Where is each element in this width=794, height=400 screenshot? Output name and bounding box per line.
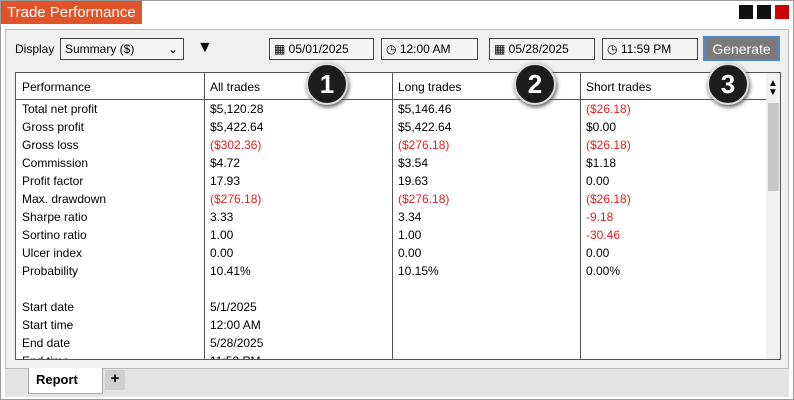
minimize-button[interactable] bbox=[739, 5, 753, 19]
scrollbar[interactable] bbox=[766, 73, 780, 359]
end-date-picker[interactable]: ▦ 05/28/2025 bbox=[489, 38, 595, 60]
metric-label: Total net profit bbox=[22, 102, 98, 116]
end-date: 05/28/2025 bbox=[508, 42, 569, 56]
metric-label: Ulcer index bbox=[22, 246, 83, 260]
value-cell: 3.33 bbox=[210, 210, 234, 224]
start-date-picker[interactable]: ▦ 05/01/2025 bbox=[269, 38, 374, 60]
column-header: Long trades bbox=[398, 80, 462, 94]
tab-bar bbox=[5, 369, 789, 397]
metric-label: Probability bbox=[22, 264, 79, 278]
end-time: 11:59 PM bbox=[620, 42, 672, 56]
metric-label: Commission bbox=[22, 156, 89, 170]
maximize-button[interactable] bbox=[757, 5, 771, 19]
value-cell: $4.72 bbox=[210, 156, 241, 170]
value-cell: $1.18 bbox=[586, 156, 617, 170]
value-cell: $5,146.46 bbox=[398, 102, 452, 116]
value-cell: 0.00 bbox=[210, 246, 234, 260]
value-cell: 0.00 bbox=[586, 246, 610, 260]
value-cell: 1.00 bbox=[210, 228, 234, 242]
column-header: Short trades bbox=[586, 80, 652, 94]
column-header: Performance bbox=[22, 80, 91, 94]
value-cell: $5,120.28 bbox=[210, 102, 264, 116]
value-cell: 0.00 bbox=[586, 174, 610, 188]
value-cell: 19.63 bbox=[398, 174, 429, 188]
value-cell: ($26.18) bbox=[586, 192, 631, 206]
value-cell: ($26.18) bbox=[586, 138, 631, 152]
value-cell: 1.00 bbox=[398, 228, 422, 242]
scroll-thumb[interactable] bbox=[768, 103, 779, 191]
window-title: Trade Performance bbox=[1, 1, 142, 24]
generate-button[interactable]: Generate bbox=[703, 36, 780, 61]
value-cell: 0.00% bbox=[586, 264, 621, 278]
value-cell: ($276.18) bbox=[398, 138, 450, 152]
value-cell: 10.41% bbox=[210, 264, 251, 278]
value-cell: ($276.18) bbox=[398, 192, 450, 206]
value-cell: 3.34 bbox=[398, 210, 422, 224]
metric-label: Gross profit bbox=[22, 120, 85, 134]
column-divider bbox=[392, 73, 393, 359]
value-cell: $5,422.64 bbox=[210, 120, 264, 134]
metric-label: Max. drawdown bbox=[22, 192, 107, 206]
start-time-picker[interactable]: ◷ 12:00 AM bbox=[381, 38, 478, 60]
value-cell: $5,422.64 bbox=[398, 120, 452, 134]
value-cell: 17.93 bbox=[210, 174, 241, 188]
close-button[interactable] bbox=[775, 5, 789, 19]
display-label: Display bbox=[15, 42, 55, 56]
display-value: Summary ($) bbox=[65, 42, 135, 56]
metric-label: Start date bbox=[22, 300, 75, 314]
display-dropdown[interactable]: Summary ($) ⌄ bbox=[60, 38, 184, 60]
metric-label: Gross loss bbox=[22, 138, 79, 152]
column-header: All trades bbox=[210, 80, 261, 94]
metric-label: Start time bbox=[22, 318, 74, 332]
filter-icon[interactable]: ▼ bbox=[197, 39, 213, 56]
step-badge: 1 bbox=[306, 63, 348, 105]
sort-arrows[interactable]: ▲ ▼ bbox=[768, 78, 778, 98]
performance-table: Performance All trades Long trades Short tr… bbox=[15, 72, 781, 360]
value-cell: -9.18 bbox=[586, 210, 614, 224]
metric-label: Sortino ratio bbox=[22, 228, 87, 242]
value-cell: ($302.36) bbox=[210, 138, 262, 152]
start-time: 12:00 AM bbox=[399, 42, 451, 56]
header-divider bbox=[16, 99, 780, 100]
value-cell: 12:00 AM bbox=[210, 318, 261, 332]
value-cell: 0.00 bbox=[398, 246, 422, 260]
report-tab[interactable]: Report bbox=[28, 368, 103, 394]
value-cell: 5/28/2025 bbox=[210, 336, 264, 350]
value-cell: ($26.18) bbox=[586, 102, 631, 116]
column-divider bbox=[204, 73, 205, 359]
value-cell: 10.15% bbox=[398, 264, 439, 278]
value-cell: $3.54 bbox=[398, 156, 429, 170]
metric-label: Profit factor bbox=[22, 174, 84, 188]
step-badge: 3 bbox=[707, 63, 749, 105]
metric-label: Sharpe ratio bbox=[22, 210, 88, 224]
metric-label: End date bbox=[22, 336, 71, 350]
add-tab-button[interactable]: + bbox=[105, 370, 125, 390]
value-cell: -30.46 bbox=[586, 228, 621, 242]
metric-label: End time bbox=[22, 354, 69, 359]
start-date: 05/01/2025 bbox=[288, 42, 349, 56]
value-cell: ($276.18) bbox=[210, 192, 262, 206]
value-cell: 5/1/2025 bbox=[210, 300, 257, 314]
value-cell: $0.00 bbox=[586, 120, 617, 134]
value-cell: 11:59 PM bbox=[210, 354, 260, 359]
step-badge: 2 bbox=[514, 63, 556, 105]
column-divider bbox=[580, 73, 581, 359]
end-time-picker[interactable]: ◷ 11:59 PM bbox=[602, 38, 698, 60]
